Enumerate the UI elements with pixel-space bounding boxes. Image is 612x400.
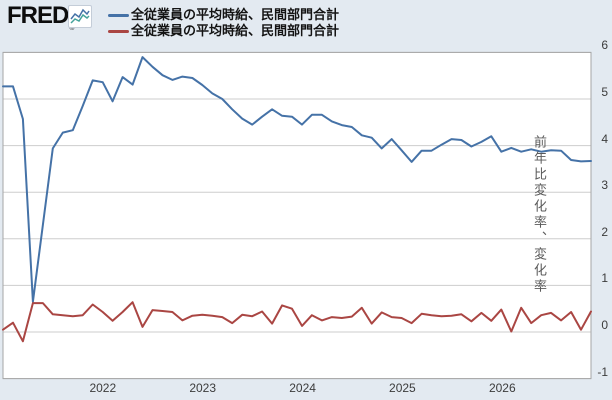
legend-swatch-red bbox=[108, 29, 129, 33]
x-tick-label: 2024 bbox=[289, 381, 316, 395]
x-tick-label: 2023 bbox=[189, 381, 217, 395]
y-tick-label: -1 bbox=[597, 364, 608, 379]
series-line-yoy bbox=[2, 56, 592, 303]
legend-swatch-blue bbox=[108, 13, 129, 17]
y-tick-label: 0 bbox=[601, 318, 608, 332]
plot-border bbox=[2, 51, 592, 380]
x-tick-label: 2025 bbox=[389, 381, 416, 395]
fred-logo: FRED® bbox=[7, 2, 75, 32]
y-tick-label: 6 bbox=[601, 38, 608, 53]
fred-logo-text: FRED bbox=[7, 2, 69, 29]
y-tick-label: 1 bbox=[601, 271, 608, 286]
legend-label: 全従業員の平均時給、民間部門合計 bbox=[131, 23, 340, 38]
x-tick-label: 2026 bbox=[488, 381, 516, 395]
y-tick-label: 3 bbox=[601, 178, 608, 193]
legend-label: 全従業員の平均時給、民間部門合計 bbox=[131, 7, 340, 22]
fred-logo-chart-icon bbox=[68, 5, 92, 28]
y-tick-label: 2 bbox=[601, 224, 608, 239]
logo-sparkline-teal bbox=[70, 13, 90, 24]
y-tick-label: 4 bbox=[601, 131, 608, 146]
y-tick-label: 5 bbox=[601, 85, 608, 99]
logo-sparkline-blue bbox=[70, 8, 90, 20]
plot-area[interactable] bbox=[3, 52, 591, 379]
x-tick-label: 2022 bbox=[89, 381, 117, 395]
series-line-mom bbox=[2, 301, 592, 343]
y-axis-title: 前年比変化率、変化率 bbox=[532, 135, 547, 295]
registered-mark: ® bbox=[69, 25, 74, 32]
